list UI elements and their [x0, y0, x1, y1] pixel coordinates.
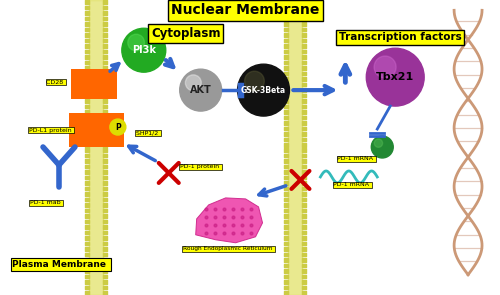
Text: PD-1 mRNA: PD-1 mRNA	[338, 156, 376, 161]
Text: PD-1 protein: PD-1 protein	[180, 164, 221, 169]
Circle shape	[128, 34, 144, 51]
Text: PD-1 mRNA: PD-1 mRNA	[334, 182, 372, 187]
Text: PD-1 mab: PD-1 mab	[30, 200, 62, 205]
Circle shape	[110, 119, 126, 135]
Text: CD28: CD28	[46, 80, 66, 85]
Circle shape	[372, 136, 393, 158]
Text: Plasma Membrane: Plasma Membrane	[12, 260, 110, 269]
Text: P: P	[115, 122, 120, 132]
Text: Tbx21: Tbx21	[376, 72, 414, 82]
Text: GSK-3Beta: GSK-3Beta	[241, 86, 286, 95]
Circle shape	[238, 64, 290, 116]
FancyBboxPatch shape	[69, 113, 124, 147]
FancyBboxPatch shape	[71, 69, 117, 99]
Text: Nuclear Membrane: Nuclear Membrane	[172, 3, 320, 17]
Text: SHP1/2: SHP1/2	[136, 130, 160, 135]
Text: PI3k: PI3k	[132, 45, 156, 55]
Text: AKT: AKT	[190, 85, 212, 95]
Polygon shape	[196, 198, 262, 243]
Text: Transcription factors: Transcription factors	[339, 32, 462, 42]
Circle shape	[244, 71, 264, 91]
Circle shape	[366, 48, 424, 106]
Circle shape	[374, 139, 382, 147]
Text: Rough Endoplasmic Reticulum: Rough Endoplasmic Reticulum	[183, 246, 274, 251]
Circle shape	[122, 28, 166, 72]
Circle shape	[180, 69, 222, 111]
Circle shape	[374, 56, 396, 78]
Text: PD-L1 protein: PD-L1 protein	[28, 127, 74, 132]
Text: Cytoplasm: Cytoplasm	[151, 27, 220, 40]
Circle shape	[186, 75, 202, 91]
